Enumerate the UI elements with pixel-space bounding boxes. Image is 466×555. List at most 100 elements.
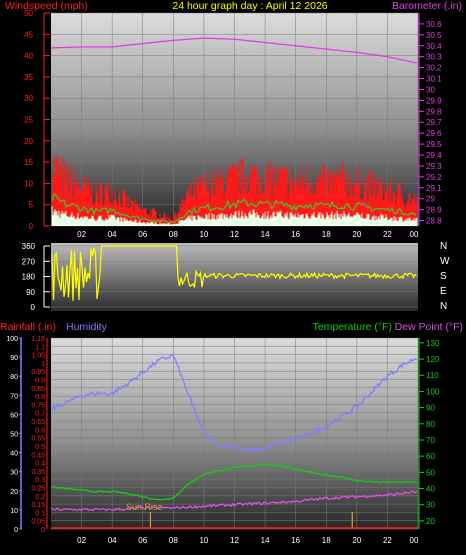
rain-tick-label: 0.9 <box>35 378 45 385</box>
humidity-tick-label: 90 <box>10 355 18 362</box>
baro-tick-label: 30.3 <box>426 53 442 62</box>
x-tick-label: 04 <box>108 536 117 545</box>
x-tick-label: 02 <box>77 536 86 545</box>
rain-tick-label: 0.75 <box>31 402 45 409</box>
temp-tick-label: 100 <box>426 387 440 396</box>
temp-tick-label: 60 <box>426 452 435 461</box>
baro-tick-label: 29.4 <box>426 151 442 160</box>
x-tick-label: 08 <box>169 536 178 545</box>
x-tick-label: 10 <box>199 230 208 239</box>
wind-axis-title: Windspeed (mph) <box>5 0 88 12</box>
compass-label: N <box>440 301 447 312</box>
humidity-tick-label: 30 <box>10 470 18 477</box>
rain-tick-label: 0.3 <box>35 477 45 484</box>
x-tick-label: 06 <box>138 536 147 545</box>
dew-point-label: Dew Point (°F) <box>395 321 463 333</box>
humidity-tick-label: 10 <box>10 508 18 515</box>
x-tick-label: 00 <box>410 230 419 239</box>
humidity-tick-label: 60 <box>10 412 18 419</box>
humidity-tick-label: 40 <box>10 451 18 458</box>
wind-tick-label: 30 <box>24 94 33 103</box>
wind-tick-label: 40 <box>24 52 33 61</box>
grid-lines <box>51 12 419 530</box>
wind-average-line <box>51 192 417 224</box>
baro-tick-label: 29.3 <box>426 162 442 171</box>
humidity-tick-label: 20 <box>10 489 18 496</box>
rain-tick-label: 0.95 <box>31 369 45 376</box>
x-tick-label: 22 <box>383 230 392 239</box>
rain-tick-label: 0.65 <box>31 419 45 426</box>
rain-tick-label: 0.2 <box>35 494 45 501</box>
rain-tick-label: 0.8 <box>35 394 45 401</box>
x-tick-label: 18 <box>322 230 331 239</box>
temp-tick-label: 30 <box>426 501 435 510</box>
baro-tick-label: 30.4 <box>426 42 442 51</box>
rain-tick-label: 0.05 <box>31 519 45 526</box>
rain-tick-label: 1 <box>41 361 45 368</box>
x-tick-label: 02 <box>77 230 86 239</box>
temperature-label: Temperature (°F) <box>313 321 392 333</box>
temp-tick-label: 70 <box>426 436 435 445</box>
direction-tick-label: 360 <box>22 242 36 251</box>
x-tick-label: 22 <box>383 536 392 545</box>
humidity-tick-label: 80 <box>10 374 18 381</box>
rain-tick-label: 0.45 <box>31 452 45 459</box>
rain-tick-label: 0.25 <box>31 485 45 492</box>
temp-hum-series <box>50 354 418 529</box>
baro-tick-label: 30.1 <box>426 75 442 84</box>
x-tick-label: 06 <box>138 230 147 239</box>
direction-tick-label: 90 <box>26 288 35 297</box>
baro-tick-label: 29.7 <box>426 118 442 127</box>
temp-tick-label: 110 <box>426 371 439 380</box>
x-tick-label: 20 <box>352 230 361 239</box>
wind-tick-label: 10 <box>24 179 33 188</box>
direction-tick-label: 0 <box>31 303 36 312</box>
humidity-line <box>50 354 418 454</box>
baro-tick-label: 29.5 <box>426 140 442 149</box>
wind-baro-series <box>50 37 418 226</box>
rain-tick-label: 0.4 <box>35 461 45 468</box>
rain-tick-label: 1.1 <box>35 344 45 351</box>
temp-tick-label: 40 <box>426 485 435 494</box>
rain-tick-label: 0.7 <box>35 411 45 418</box>
axes: 0510152025303540455028.828.92929.129.229… <box>6 9 450 545</box>
rain-tick-label: 0 <box>41 527 45 534</box>
baro-tick-label: 28.9 <box>426 206 442 215</box>
rain-tick-label: 0.6 <box>35 427 45 434</box>
humidity-tick-label: 50 <box>10 432 18 439</box>
temp-tick-label: 20 <box>426 517 435 526</box>
wind-tick-label: 15 <box>24 158 33 167</box>
chart-title: 24 hour graph day : April 12 2026 <box>172 0 327 12</box>
wind-tick-label: 20 <box>24 137 33 146</box>
wind-tick-label: 45 <box>24 30 33 39</box>
humidity-tick-label: 0 <box>14 527 18 534</box>
x-tick-label: 04 <box>108 230 117 239</box>
baro-tick-label: 30.2 <box>426 64 442 73</box>
sunrise-annotation: Sun Rise <box>126 502 163 512</box>
x-tick-label: 20 <box>352 536 361 545</box>
baro-tick-label: 29.8 <box>426 107 442 116</box>
wind-tick-label: 35 <box>24 73 33 82</box>
x-tick-label: 12 <box>230 536 239 545</box>
rain-tick-label: 1.15 <box>31 336 45 343</box>
temp-tick-label: 90 <box>426 404 435 413</box>
x-tick-label: 16 <box>291 536 300 545</box>
baro-tick-label: 30 <box>426 85 435 94</box>
barometer-line <box>50 37 418 64</box>
baro-tick-label: 29.2 <box>426 173 442 182</box>
baro-tick-label: 30.6 <box>426 20 442 29</box>
baro-tick-label: 29.1 <box>426 184 442 193</box>
baro-tick-label: 28.8 <box>426 217 442 226</box>
rain-tick-label: 0.5 <box>35 444 45 451</box>
x-tick-label: 18 <box>322 536 331 545</box>
rainfall-label: Rainfall (.in) <box>0 321 56 333</box>
humidity-tick-label: 100 <box>6 336 18 343</box>
temp-tick-label: 50 <box>426 468 435 477</box>
compass-label: E <box>440 286 447 297</box>
baro-tick-label: 29 <box>426 195 435 204</box>
humidity-label: Humidity <box>66 321 108 333</box>
direction-tick-label: 270 <box>22 257 36 266</box>
x-tick-label: 14 <box>261 230 270 239</box>
